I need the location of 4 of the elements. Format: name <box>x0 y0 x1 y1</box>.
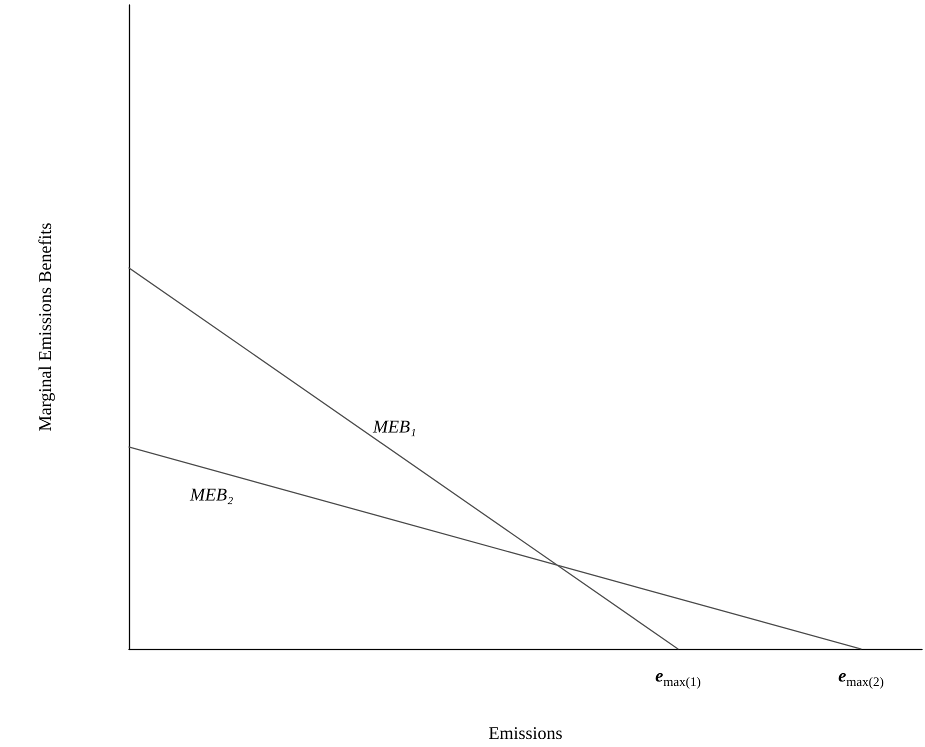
series-label: MEB₂ <box>189 484 234 504</box>
x-axis-title: Emissions <box>488 723 563 743</box>
series-label: MEB₁ <box>372 416 416 436</box>
y-axis-title: Marginal Emissions Benefits <box>35 222 55 432</box>
